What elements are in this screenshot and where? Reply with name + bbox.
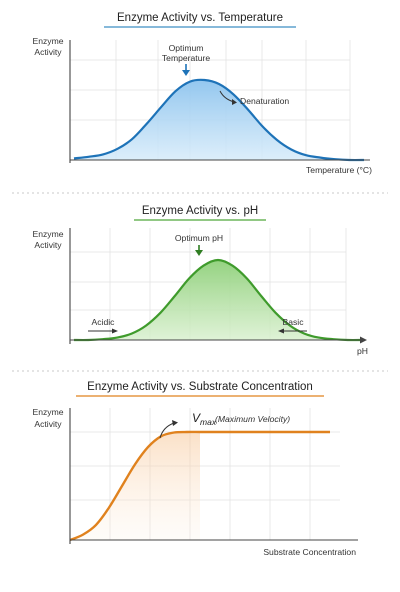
substrate-ylabel-line1: Enzyme — [32, 407, 63, 417]
ph-chart-title: Enzyme Activity vs. pH — [142, 205, 258, 217]
substrate-chart-title: Enzyme Activity vs. Substrate Concentrat… — [87, 381, 313, 393]
denaturation-label: Denaturation — [240, 96, 289, 106]
substrate-curve — [69, 430, 330, 542]
vmax-label: Vmax — [192, 411, 217, 427]
temperature-chart-title: Enzyme Activity vs. Temperature — [117, 12, 283, 24]
basic-arrow-icon — [278, 328, 307, 334]
temperature-ylabel-line1: Enzyme — [32, 36, 63, 46]
ph-x-axis — [70, 336, 367, 344]
optimum-ph-label: Optimum pH — [175, 233, 223, 243]
temperature-area — [74, 79, 364, 161]
substrate-xlabel: Substrate Concentration — [263, 547, 356, 557]
optimum-temperature-label-line2: Temperature — [162, 53, 210, 63]
vmax-arrow-icon — [159, 420, 178, 439]
basic-label: Basic — [282, 317, 304, 327]
ph-panel: Enzyme Activity vs. pH Enzyme Activity p… — [32, 205, 368, 356]
temperature-panel: Enzyme Activity vs. Temperature Enzyme A… — [32, 12, 372, 175]
optimum-temperature-label-line1: Optimum — [169, 43, 204, 53]
denaturation-arrow-icon — [219, 90, 237, 105]
substrate-ylabel-line2: Activity — [34, 419, 62, 429]
optimum-ph-arrow-icon — [195, 245, 203, 256]
ph-xlabel: pH — [357, 346, 368, 356]
ph-ylabel-line1: Enzyme — [32, 229, 63, 239]
substrate-panel: Enzyme Activity vs. Substrate Concentrat… — [32, 381, 358, 557]
vmax-description: (Maximum Velocity) — [215, 414, 290, 424]
ph-curve — [73, 258, 363, 342]
ph-area — [74, 260, 362, 341]
temperature-xlabel: Temperature (°C) — [306, 165, 372, 175]
acidic-label: Acidic — [92, 317, 116, 327]
optimum-temperature-arrow-icon — [182, 64, 190, 76]
substrate-glow — [70, 431, 200, 540]
acidic-arrow-icon — [88, 328, 118, 334]
temperature-ylabel-line2: Activity — [34, 47, 62, 57]
ph-ylabel-line2: Activity — [34, 240, 62, 250]
temperature-curve — [73, 78, 365, 162]
